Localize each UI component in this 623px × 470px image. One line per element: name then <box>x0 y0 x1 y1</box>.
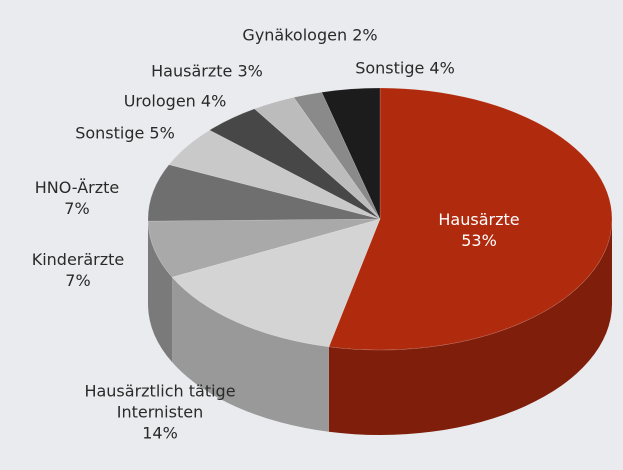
category-label: Hausärzte <box>151 61 233 81</box>
slice-label: Gynäkologen 2% <box>242 25 377 46</box>
slice <box>147 164 381 222</box>
category-label: Hausärzte <box>438 210 520 229</box>
value-label: 2% <box>352 25 378 45</box>
slice-label: HNO-Ärzte 7% <box>17 177 137 219</box>
value-label: 4% <box>200 91 227 111</box>
category-label: Sonstige <box>355 58 425 78</box>
slice <box>328 87 613 351</box>
slice-label: Hausärzte 53% <box>409 209 549 251</box>
value-label: 4% <box>429 58 455 78</box>
slice <box>293 91 381 220</box>
value-label: 7% <box>64 199 90 218</box>
slice-side <box>148 221 173 363</box>
slice-label: Sonstige 4% <box>355 58 455 79</box>
slice-label: Hausärztlich tätige Internisten 14% <box>60 381 260 444</box>
slice <box>253 97 381 220</box>
slice <box>208 108 381 220</box>
slice-label: Hausärzte 3% <box>151 61 263 82</box>
slice <box>171 218 381 348</box>
category-label: Gynäkologen <box>242 25 348 45</box>
slice-label: Kinderärzte 7% <box>18 249 138 291</box>
slice-label: Sonstige 5% <box>75 123 175 144</box>
slice <box>147 218 381 278</box>
slice-label: Urologen 4% <box>124 91 227 112</box>
category-label: Urologen <box>123 91 196 111</box>
slice <box>168 129 381 220</box>
value-label: 3% <box>237 61 263 81</box>
value-label: 7% <box>65 271 91 290</box>
category-label: Sonstige <box>75 123 145 143</box>
category-label: Hausärztlich tätige Internisten <box>84 381 236 422</box>
category-label: Kinderärzte <box>31 250 125 269</box>
slice <box>321 87 381 220</box>
value-label: 5% <box>149 123 175 143</box>
value-label: 53% <box>461 231 497 250</box>
slice-side <box>328 219 612 435</box>
category-label: HNO-Ärzte <box>34 178 120 197</box>
value-label: 14% <box>142 423 178 443</box>
slice-side <box>172 277 329 432</box>
